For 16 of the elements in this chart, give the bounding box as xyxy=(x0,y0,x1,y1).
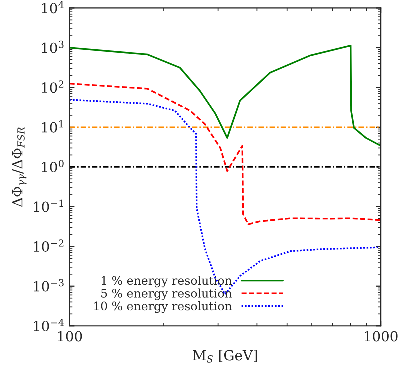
y-tick-label: 10$^{2}$ xyxy=(42,80,64,94)
y-tick-label: 10$^{3}$ xyxy=(42,40,64,54)
y-tick-label: 10$^{1}$ xyxy=(42,120,64,133)
x-axis-title: M$_{S}$ [GeV] xyxy=(193,350,258,363)
y-tick-label: 10$^{−4}$ xyxy=(34,319,64,332)
legend-label: 5 % energy resolution xyxy=(102,288,232,300)
y-tick-label: 10$^{4}$ xyxy=(42,1,64,14)
y-tick-label: 10$^{−2}$ xyxy=(34,240,64,252)
x-tick-label: 100 xyxy=(58,331,82,342)
y-axis-title: ΔΦ$_{γγ}$/ΔΦ$_{FSR}$ xyxy=(12,127,27,208)
x-tick-label: 1000 xyxy=(365,331,398,342)
legend-label: 10 % energy resolution xyxy=(94,302,232,314)
y-tick-label: 10$^{−1}$ xyxy=(34,200,64,212)
y-tick-label: 10$^{0}$ xyxy=(42,160,64,173)
y-tick-label: 10$^{−3}$ xyxy=(34,279,64,292)
legend-label: 1 % energy resolution xyxy=(102,276,232,288)
